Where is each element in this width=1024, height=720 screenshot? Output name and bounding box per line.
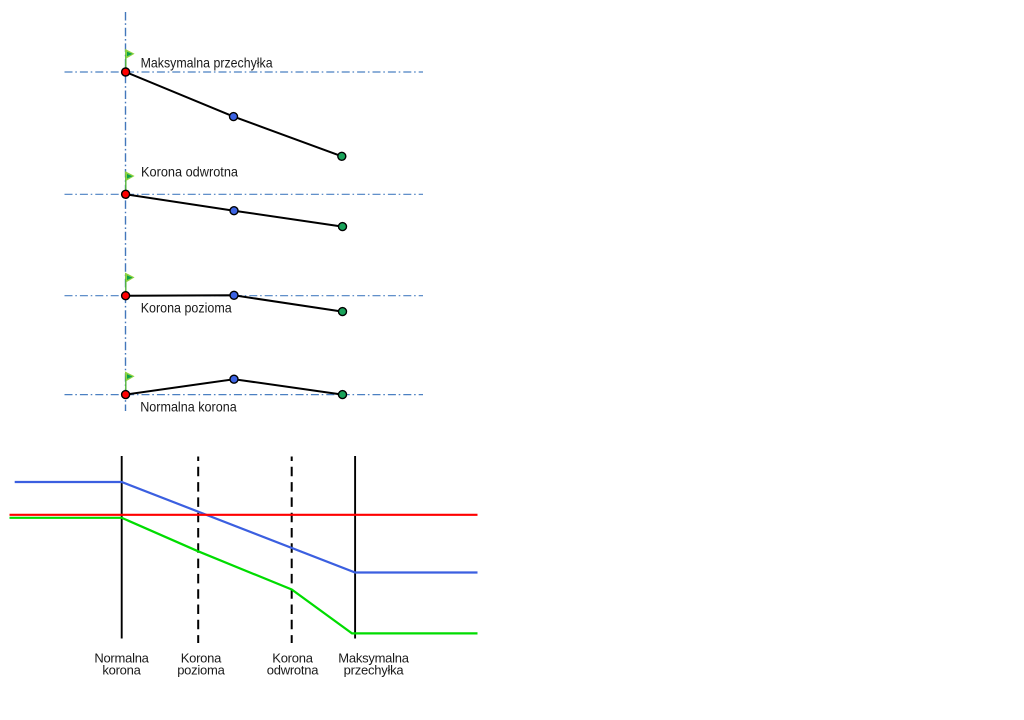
svg-text:pozioma: pozioma <box>177 663 225 678</box>
svg-text:Korona pozioma: Korona pozioma <box>141 299 232 315</box>
svg-text:Korona odwrotna: Korona odwrotna <box>141 164 238 180</box>
svg-text:Normalna korona: Normalna korona <box>140 399 237 415</box>
svg-text:Korona: Korona <box>272 651 313 666</box>
svg-text:Maksymalna: Maksymalna <box>338 651 409 666</box>
svg-text:Korona: Korona <box>181 651 222 666</box>
svg-text:Normalna: Normalna <box>94 651 149 666</box>
svg-text:Maksymalna przechyłka: Maksymalna przechyłka <box>141 55 273 71</box>
svg-text:korona: korona <box>102 663 141 678</box>
svg-text:odwrotna: odwrotna <box>267 663 319 678</box>
svg-text:przechyłka: przechyłka <box>344 663 405 678</box>
